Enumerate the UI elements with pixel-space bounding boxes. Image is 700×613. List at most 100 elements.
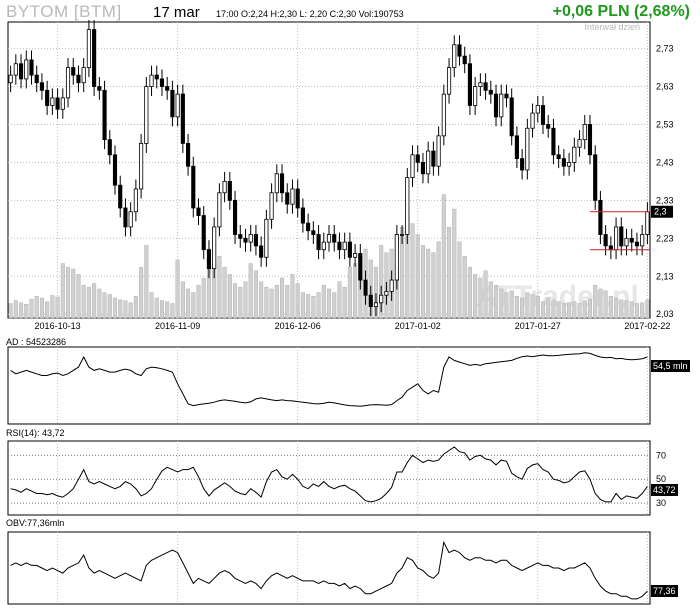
volume-bar bbox=[520, 297, 525, 319]
candle-up bbox=[212, 226, 217, 270]
volume-bar bbox=[457, 241, 462, 319]
obv-series-line bbox=[10, 540, 648, 600]
rsi-y-tick: 30 bbox=[656, 498, 666, 508]
candle-up bbox=[133, 188, 138, 213]
candle-up bbox=[65, 67, 71, 99]
candle-down bbox=[71, 67, 76, 76]
candle-down bbox=[587, 124, 593, 156]
volume-bar bbox=[128, 302, 133, 319]
volume-bar bbox=[530, 294, 535, 319]
candle-up bbox=[144, 86, 149, 144]
candle-up bbox=[149, 74, 154, 87]
volume-bar bbox=[29, 298, 34, 319]
candle-up bbox=[499, 93, 504, 118]
volume-bar bbox=[19, 302, 24, 319]
candle-up bbox=[567, 162, 572, 167]
volume-bar bbox=[514, 296, 519, 319]
volume-bar bbox=[139, 266, 144, 319]
volume-bar bbox=[614, 297, 619, 319]
ad-value-badge: 54,5 mln bbox=[651, 360, 690, 372]
candle-up bbox=[128, 211, 133, 228]
volume-bar bbox=[587, 298, 593, 319]
candle-up bbox=[290, 188, 295, 205]
candle-down bbox=[368, 294, 373, 308]
volume-bar bbox=[509, 290, 514, 319]
candle-down bbox=[259, 245, 264, 258]
candle-down bbox=[300, 207, 305, 224]
volume-bar bbox=[81, 285, 86, 319]
volume-bar bbox=[154, 297, 159, 319]
volume-bar bbox=[13, 300, 18, 319]
candle-down bbox=[603, 234, 608, 247]
volume-bar bbox=[65, 266, 71, 319]
candle-down bbox=[123, 207, 128, 228]
candle-up bbox=[640, 234, 645, 247]
volume-bar bbox=[462, 256, 467, 319]
candle-up bbox=[248, 234, 253, 243]
candle-up bbox=[379, 294, 384, 304]
candle-down bbox=[546, 124, 551, 129]
date-tick: 2017-01-27 bbox=[515, 321, 561, 331]
volume-bar bbox=[493, 285, 499, 319]
volume-bar bbox=[159, 300, 165, 319]
volume-bar bbox=[373, 266, 379, 319]
date-tick: 2017-02-22 bbox=[624, 321, 670, 331]
volume-bar bbox=[180, 281, 185, 319]
volume-bar bbox=[243, 281, 248, 319]
candle-down bbox=[34, 74, 39, 84]
candle-up bbox=[478, 82, 483, 87]
volume-bar bbox=[259, 281, 264, 319]
ad-label: AD : 54523286 bbox=[6, 337, 67, 347]
candle-down bbox=[593, 154, 598, 201]
volume-bar bbox=[170, 303, 175, 319]
candle-up bbox=[373, 302, 379, 308]
price-y-tick: 2,03 bbox=[656, 309, 674, 319]
volume-bar bbox=[50, 295, 55, 319]
price-chart[interactable]: 2,73 2,63 2,53 2,43 2,33 2,23 2,13 2,03 2016-10-… bbox=[0, 0, 700, 340]
candle-down bbox=[102, 89, 107, 141]
volume-bar bbox=[483, 270, 488, 319]
candle-down bbox=[196, 207, 201, 216]
candle-up bbox=[389, 279, 394, 292]
candle-down bbox=[92, 29, 97, 87]
volume-bar bbox=[201, 277, 206, 319]
candle-up bbox=[269, 192, 274, 220]
candle-up bbox=[353, 253, 358, 258]
candle-down bbox=[118, 184, 123, 209]
candle-up bbox=[446, 67, 452, 95]
rsi-y-tick: 50 bbox=[656, 474, 666, 484]
candle-up bbox=[405, 177, 410, 235]
volume-bar bbox=[222, 266, 227, 319]
volume-bar bbox=[546, 297, 551, 319]
candle-up bbox=[410, 154, 415, 178]
candle-up bbox=[400, 234, 405, 236]
candle-down bbox=[634, 241, 640, 247]
candle-down bbox=[107, 139, 112, 156]
candle-down bbox=[457, 44, 462, 57]
candle-down bbox=[316, 234, 321, 251]
volume-bar bbox=[102, 292, 107, 319]
volume-bar bbox=[326, 288, 332, 319]
volume-bar bbox=[227, 274, 232, 319]
ad-series-line bbox=[10, 352, 648, 407]
rsi-value-badge: 43,72 bbox=[651, 484, 678, 496]
volume-bar bbox=[441, 194, 446, 319]
candle-up bbox=[50, 97, 55, 106]
volume-bar bbox=[420, 245, 425, 319]
volume-bar bbox=[478, 277, 483, 319]
candle-down bbox=[337, 241, 342, 251]
volume-bar bbox=[8, 303, 13, 319]
volume-bar bbox=[540, 301, 546, 319]
candle-down bbox=[159, 78, 165, 87]
volume-bar bbox=[112, 297, 118, 319]
candle-down bbox=[598, 199, 603, 235]
volume-bar bbox=[342, 286, 347, 319]
volume-bar bbox=[645, 299, 650, 319]
candle-down bbox=[76, 74, 81, 84]
date-tick: 2017-01-02 bbox=[395, 321, 441, 331]
candle-down bbox=[201, 215, 206, 251]
price-y-tick: 2,53 bbox=[656, 119, 674, 129]
candle-down bbox=[504, 93, 509, 99]
candle-up bbox=[394, 234, 399, 281]
